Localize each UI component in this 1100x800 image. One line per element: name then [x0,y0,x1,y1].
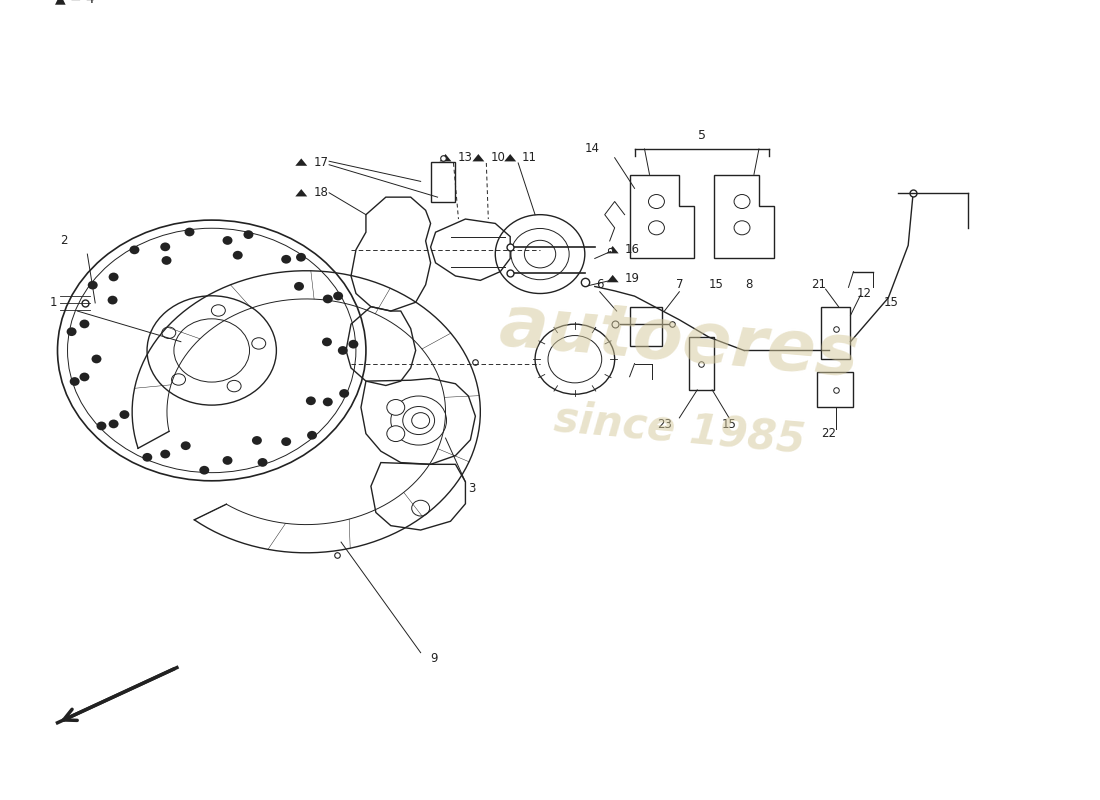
Text: 12: 12 [857,287,871,300]
Text: 2: 2 [59,234,67,247]
Text: 3: 3 [469,482,476,495]
Circle shape [387,426,405,442]
Polygon shape [295,189,307,197]
Circle shape [130,246,140,254]
Text: 14: 14 [585,142,600,155]
Circle shape [296,253,306,262]
Circle shape [185,228,195,236]
Circle shape [306,397,316,405]
Ellipse shape [228,380,241,392]
Circle shape [233,251,243,259]
Circle shape [79,319,89,328]
Circle shape [339,389,349,398]
Polygon shape [607,275,618,282]
Circle shape [120,410,130,419]
Circle shape [338,346,348,355]
Text: ▲ = 4: ▲ = 4 [55,0,95,5]
Text: 10: 10 [491,151,505,164]
Circle shape [252,436,262,445]
Circle shape [333,292,343,300]
Text: 19: 19 [625,272,639,285]
Ellipse shape [172,374,186,385]
Circle shape [649,221,664,235]
Text: 16: 16 [625,243,639,256]
Circle shape [161,450,170,458]
Circle shape [222,456,232,465]
Text: 5: 5 [697,130,706,142]
Text: 7: 7 [675,278,683,291]
Polygon shape [504,154,516,162]
Circle shape [649,194,664,209]
Circle shape [88,281,98,290]
Circle shape [282,438,292,446]
Circle shape [180,442,190,450]
Polygon shape [607,246,618,254]
Text: 1: 1 [50,296,57,309]
Text: 18: 18 [314,186,328,199]
Circle shape [69,377,79,386]
Circle shape [97,422,107,430]
Text: 8: 8 [746,278,752,291]
Text: since 1985: since 1985 [552,398,806,461]
Circle shape [161,242,170,251]
Polygon shape [295,158,307,166]
Circle shape [734,194,750,209]
Circle shape [222,236,232,245]
Text: 22: 22 [821,427,836,440]
Circle shape [79,373,89,382]
Circle shape [294,282,304,290]
Text: 15: 15 [722,418,737,431]
Circle shape [349,340,359,349]
Circle shape [257,458,267,466]
Polygon shape [472,154,484,162]
Polygon shape [440,154,451,162]
FancyBboxPatch shape [30,0,120,29]
Circle shape [67,327,77,336]
Text: 6: 6 [596,278,604,291]
Text: 21: 21 [811,278,826,291]
Circle shape [322,294,333,303]
Circle shape [322,338,332,346]
Circle shape [91,354,101,363]
Text: autoeres: autoeres [496,291,862,392]
Text: 13: 13 [458,151,472,164]
Circle shape [109,419,119,428]
Text: 11: 11 [522,151,537,164]
Circle shape [199,466,209,474]
Circle shape [282,255,292,264]
Ellipse shape [211,305,226,316]
Ellipse shape [162,327,176,338]
Circle shape [411,413,430,429]
Text: 9: 9 [430,652,438,666]
Circle shape [243,230,253,239]
Circle shape [142,453,152,462]
Text: 15: 15 [883,296,899,309]
Circle shape [307,431,317,440]
Circle shape [108,296,118,305]
Ellipse shape [252,338,266,349]
Text: 17: 17 [314,156,328,169]
Circle shape [411,500,430,516]
Circle shape [387,399,405,415]
Circle shape [734,221,750,235]
Circle shape [109,273,119,282]
Text: 15: 15 [708,278,724,291]
Text: 23: 23 [657,418,672,431]
Circle shape [162,256,172,265]
Circle shape [322,398,333,406]
